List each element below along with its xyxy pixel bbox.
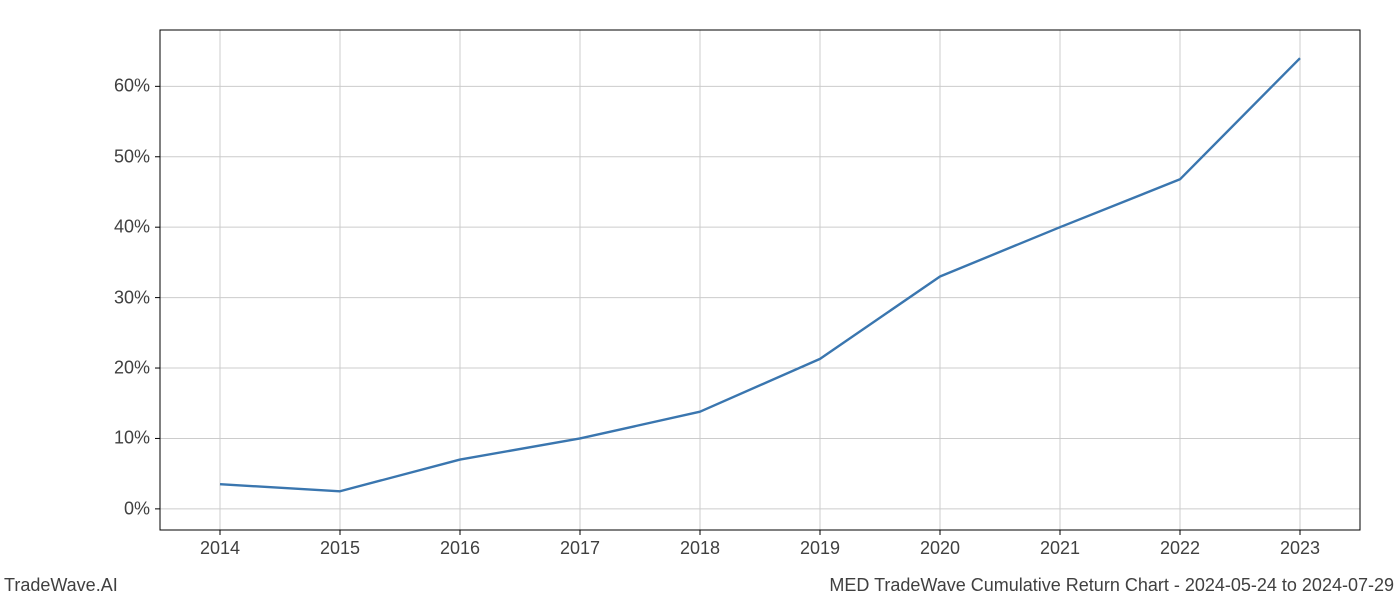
y-tick-label: 40% <box>110 217 150 238</box>
x-tick-label: 2020 <box>920 538 960 559</box>
footer-brand: TradeWave.AI <box>4 575 118 596</box>
y-tick-label: 60% <box>110 76 150 97</box>
footer-caption: MED TradeWave Cumulative Return Chart - … <box>829 575 1394 596</box>
y-tick-label: 10% <box>110 428 150 449</box>
x-tick-label: 2014 <box>200 538 240 559</box>
x-tick-label: 2016 <box>440 538 480 559</box>
y-tick-label: 20% <box>110 358 150 379</box>
x-tick-label: 2021 <box>1040 538 1080 559</box>
x-tick-label: 2023 <box>1280 538 1320 559</box>
chart-container: 2014 2015 2016 2017 2018 2019 2020 2021 2022 2023… <box>0 0 1400 600</box>
x-tick-label: 2017 <box>560 538 600 559</box>
x-tick-label: 2022 <box>1160 538 1200 559</box>
line-chart <box>0 0 1400 600</box>
y-tick-label: 0% <box>110 498 150 519</box>
y-tick-label: 50% <box>110 146 150 167</box>
x-tick-label: 2018 <box>680 538 720 559</box>
x-tick-label: 2015 <box>320 538 360 559</box>
y-tick-label: 30% <box>110 287 150 308</box>
x-tick-label: 2019 <box>800 538 840 559</box>
